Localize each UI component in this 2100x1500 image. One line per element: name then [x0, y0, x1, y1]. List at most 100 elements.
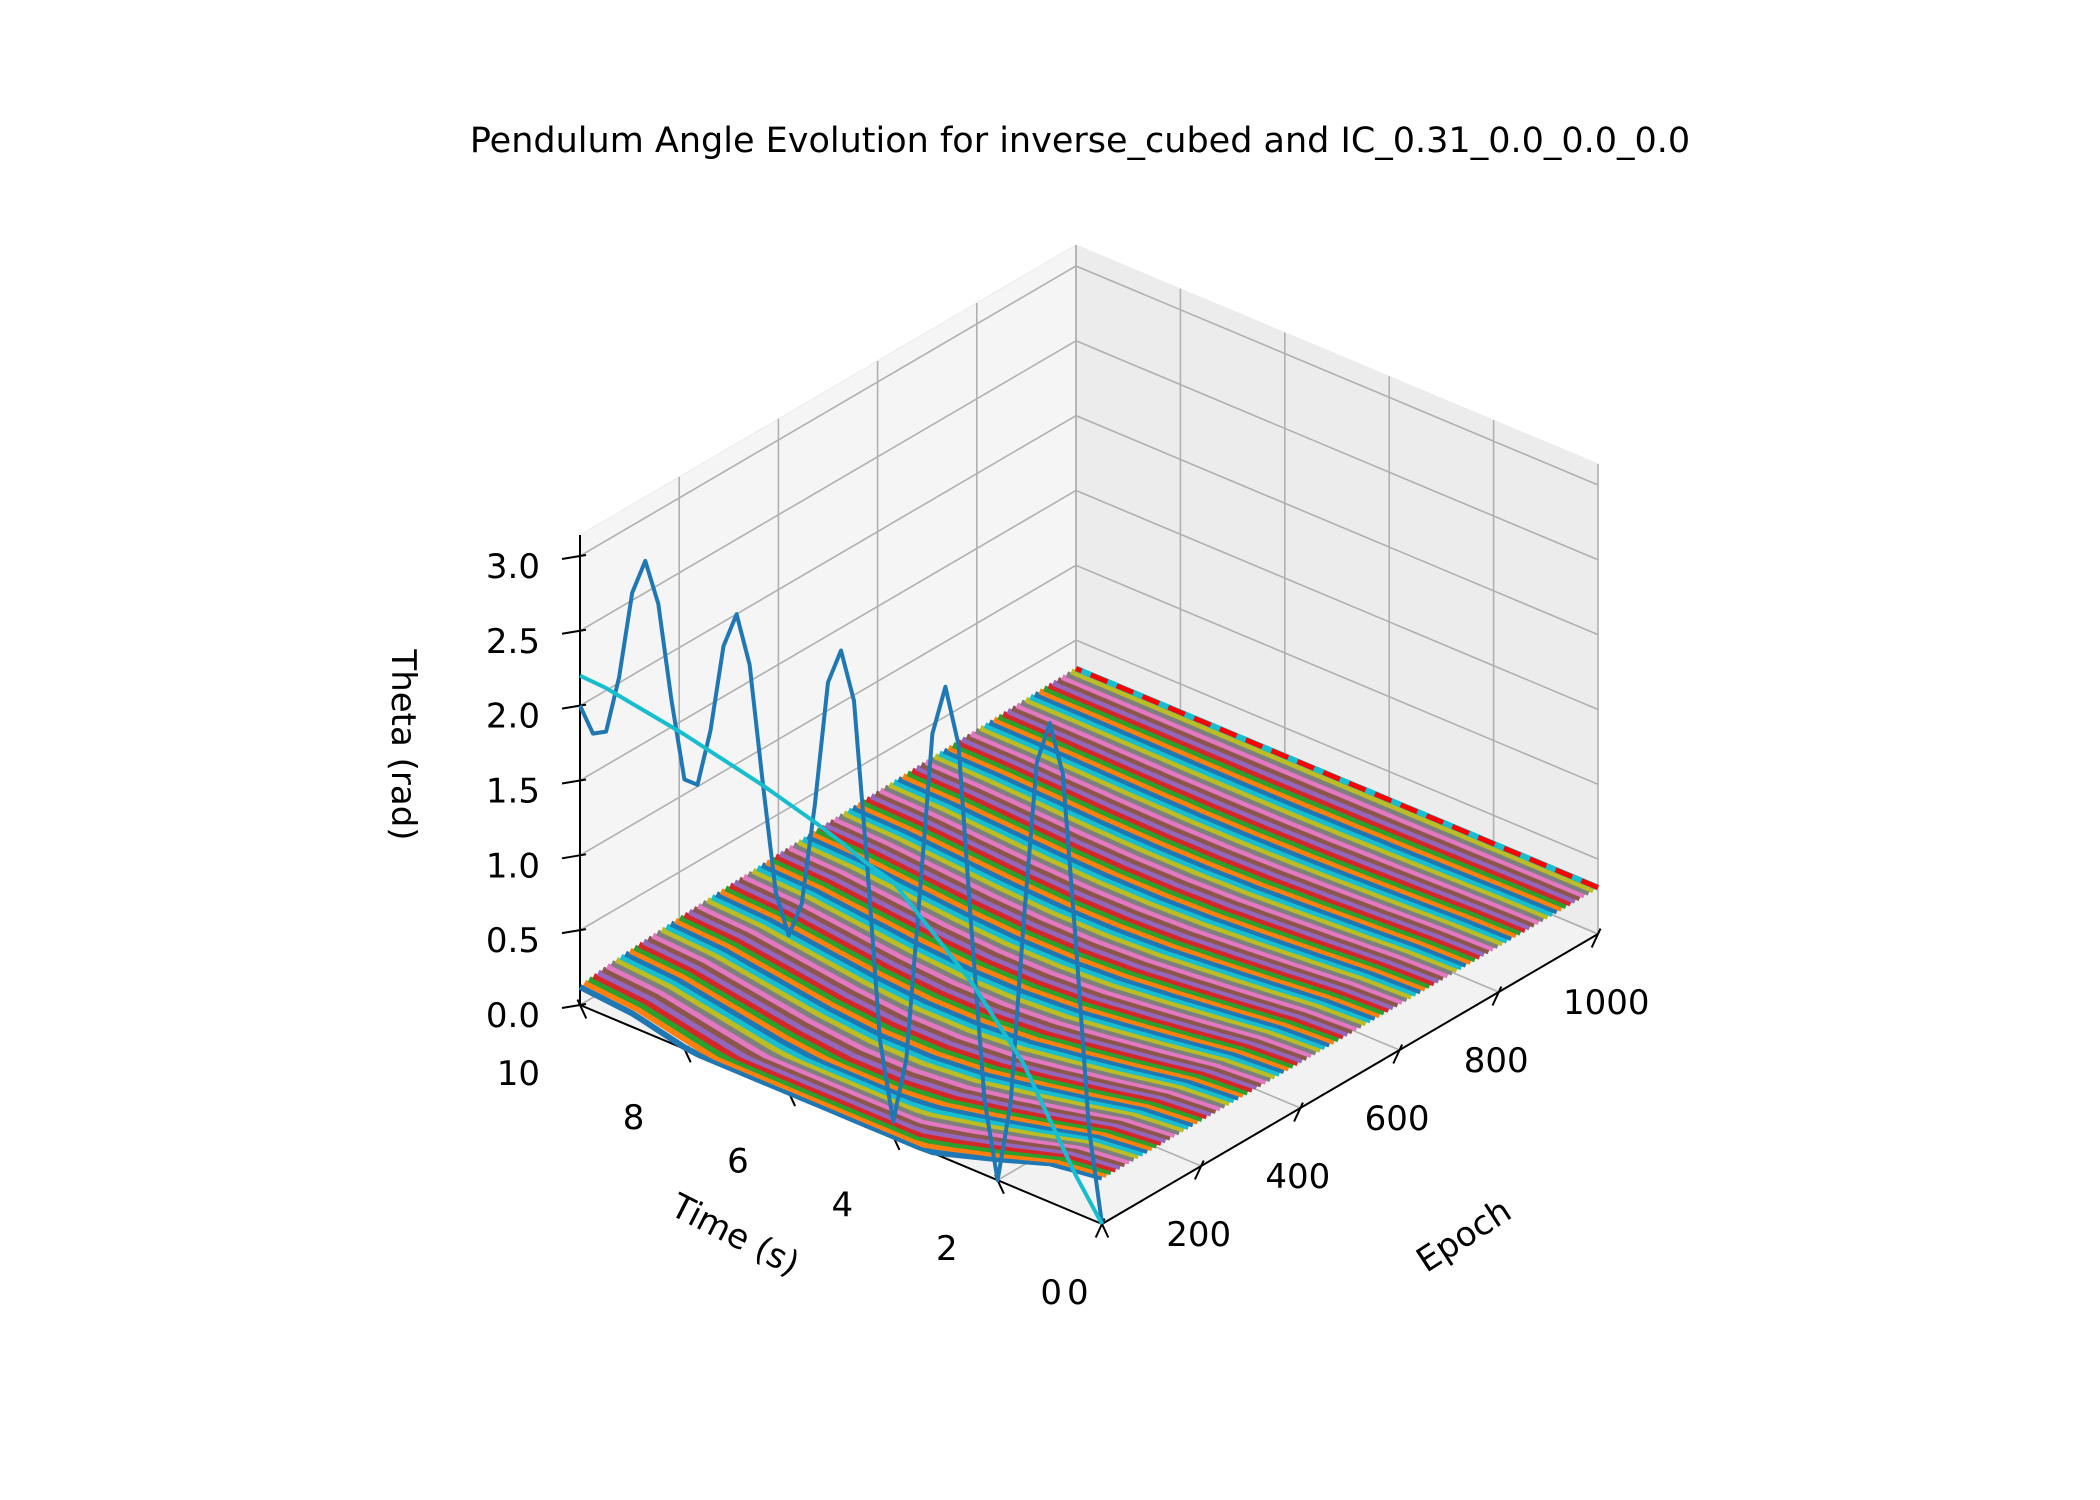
gridline-back-z [579, 340, 1077, 632]
epoch-trace [924, 759, 1449, 979]
epoch-trace [806, 833, 1331, 1048]
epoch-trace [710, 894, 1235, 1104]
x-tick [1590, 928, 1602, 948]
epoch-trace [792, 842, 1317, 1056]
epoch-trace [1042, 685, 1568, 909]
epoch-trace [988, 719, 1513, 941]
z-tick-label: 2.0 [486, 697, 540, 737]
epoch-trace [997, 713, 1522, 936]
series-line-1 [578, 558, 1104, 1225]
epoch-trace [783, 847, 1308, 1061]
series-line-3 [1075, 666, 1599, 890]
epoch-trace [587, 976, 1112, 1176]
x-tick [1392, 1044, 1404, 1064]
epoch-trace [869, 793, 1395, 1011]
epoch-trace [929, 756, 1454, 976]
epoch-trace [724, 885, 1249, 1096]
epoch-trace [769, 856, 1295, 1069]
x-tick-label: 600 [1365, 1099, 1430, 1139]
series-line-2 [579, 673, 1104, 1225]
z-tick [561, 1003, 587, 1009]
y-tick [576, 999, 588, 1019]
epoch-trace [979, 725, 1504, 947]
z-tick-label: 3.0 [486, 547, 540, 587]
epoch-trace [860, 799, 1386, 1016]
epoch-trace [951, 742, 1477, 963]
epoch-trace [865, 796, 1390, 1013]
z-tick-label: 1.5 [486, 771, 540, 811]
z-axis-label: Theta (rad) [383, 648, 423, 840]
epoch-trace [601, 966, 1126, 1168]
x-tick-label: 1000 [1563, 983, 1650, 1023]
epoch-trace [1056, 677, 1581, 901]
y-tick-label: 2 [936, 1229, 958, 1269]
gridline-back-z [579, 639, 1077, 931]
epoch-trace [1061, 674, 1586, 899]
gridline-side-z [1075, 639, 1599, 860]
epoch-trace [933, 753, 1459, 973]
epoch-trace [1029, 694, 1554, 917]
epoch-trace [1015, 702, 1540, 925]
gridline-back-z [579, 489, 1077, 782]
epoch-trace [605, 963, 1131, 1165]
epoch-trace [965, 733, 1490, 955]
x-axis-line [1101, 933, 1599, 1225]
epoch-trace [656, 929, 1181, 1136]
epoch-trace [669, 920, 1194, 1128]
epoch-trace [938, 750, 1463, 971]
epoch-trace [706, 897, 1231, 1106]
epoch-trace [842, 810, 1367, 1027]
epoch-trace [970, 730, 1495, 952]
epoch-trace [851, 804, 1377, 1021]
z-tick-label: 2.5 [486, 622, 540, 662]
epoch-trace [742, 873, 1267, 1085]
epoch-trace [838, 813, 1363, 1029]
epoch-trace [747, 870, 1272, 1083]
epoch-trace [824, 821, 1349, 1037]
z-tick-label: 0.5 [486, 921, 540, 961]
epoch-trace [733, 879, 1258, 1090]
x-tick [1491, 986, 1503, 1006]
epoch-trace [692, 906, 1217, 1114]
z-tick-label: 0.0 [486, 996, 540, 1036]
epoch-trace [1070, 668, 1595, 894]
epoch-trace [1024, 696, 1550, 920]
epoch-trace [883, 784, 1408, 1003]
epoch-trace [983, 722, 1509, 944]
epoch-trace [1038, 688, 1563, 912]
epoch-trace [674, 917, 1199, 1125]
epoch-trace [888, 781, 1413, 1000]
x-tick-label: 200 [1166, 1215, 1231, 1255]
gridline-side-z [1075, 489, 1599, 711]
gridline-back-z [579, 414, 1077, 707]
epoch-trace [683, 911, 1208, 1120]
epoch-trace [788, 844, 1313, 1059]
y-tick-label: 4 [832, 1185, 854, 1225]
epoch-trace [738, 876, 1263, 1088]
epoch-trace [920, 762, 1445, 981]
epoch-trace [1047, 682, 1572, 907]
epoch-trace [847, 807, 1372, 1024]
epoch-trace [856, 801, 1381, 1019]
epoch-trace [992, 716, 1518, 939]
epoch-trace [915, 764, 1440, 984]
epoch-trace [897, 776, 1422, 995]
z-tick-label: 1.0 [486, 846, 540, 886]
epoch-trace [910, 767, 1436, 987]
z-tick [561, 553, 587, 560]
epoch-trace [665, 923, 1190, 1130]
epoch-trace [1065, 671, 1591, 896]
epoch-trace [892, 779, 1418, 997]
epoch-trace [583, 980, 1108, 1178]
y-tick-label: 8 [623, 1098, 645, 1138]
z-tick [561, 928, 587, 935]
epoch-trace [610, 960, 1135, 1162]
y-tick-label: 0 [1040, 1273, 1062, 1313]
gridline-back-z [579, 564, 1077, 857]
epoch-trace [765, 859, 1290, 1072]
x-tick-label: 800 [1464, 1041, 1529, 1081]
epoch-trace [592, 973, 1117, 1173]
epoch-trace [760, 862, 1286, 1075]
data-series [578, 558, 1599, 1225]
